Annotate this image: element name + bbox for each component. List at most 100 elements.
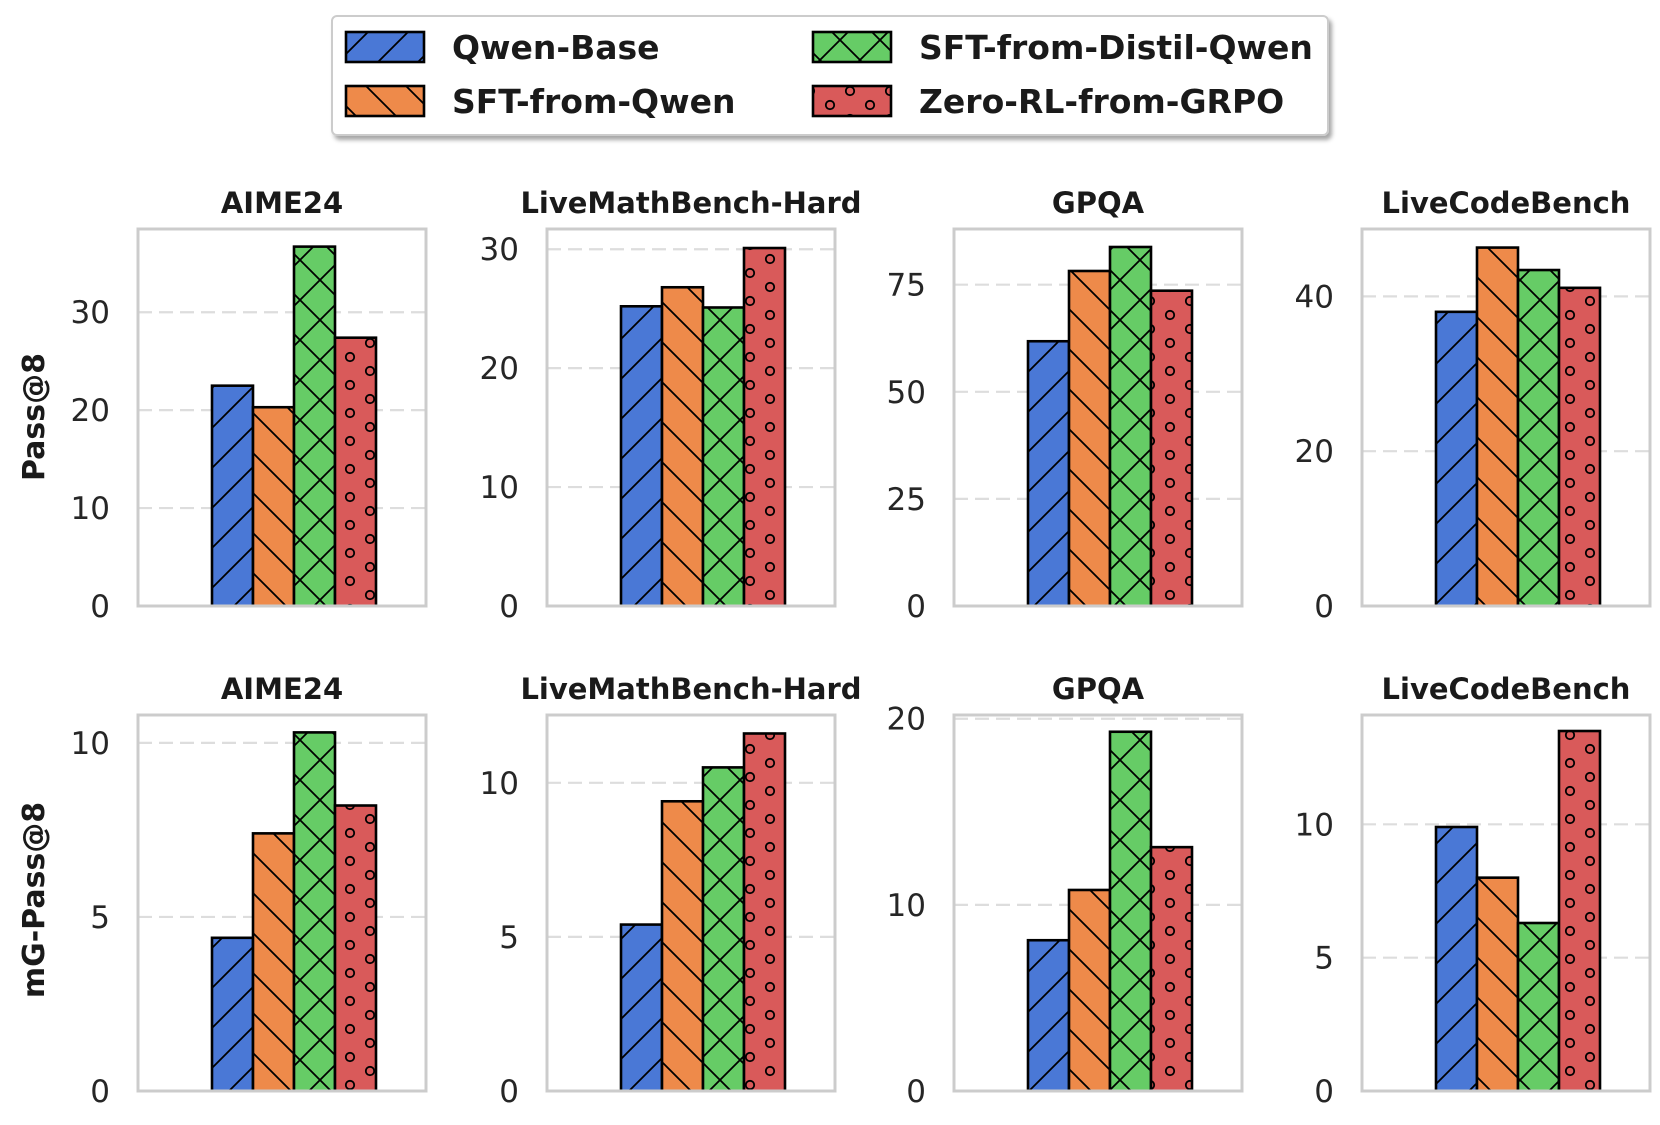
y-tick-label: 50 (887, 375, 926, 411)
bar-sft-from-qwen (251, 405, 296, 608)
bar-zero-rl-from-grpo (333, 336, 378, 608)
bar-sft-from-qwen (1067, 269, 1112, 608)
y-tick-label: 0 (906, 1074, 926, 1110)
legend: Qwen-Base SFT-from-Distil-Qwen SFT-from-… (331, 15, 1329, 136)
bar-sft-from-distil-qwen (701, 306, 746, 608)
y-tick-label: 5 (499, 920, 519, 956)
bar-sft-from-qwen (1475, 876, 1520, 1093)
bar-qwen-base (1434, 825, 1479, 1093)
y-tick-label: 10 (1295, 807, 1334, 843)
bar-zero-rl-from-grpo (1149, 845, 1194, 1093)
panel-title: LiveMathBench-Hard (520, 672, 861, 706)
legend-entry-sft-from-distil-qwen: SFT-from-Distil-Qwen (811, 28, 1313, 67)
y-tick-label: 30 (71, 295, 110, 331)
legend-swatch-zero-rl-from-grpo (811, 84, 893, 118)
panel-title: GPQA (1052, 672, 1145, 706)
panel-frame (545, 227, 837, 608)
y-tick-label: 20 (480, 351, 519, 387)
y-tick-label: 10 (887, 888, 926, 924)
y-tick-label: 0 (1314, 589, 1334, 625)
bar-zero-rl-from-grpo (742, 732, 787, 1093)
panel-frame (952, 227, 1244, 608)
panel-livecodebench-row2: 0 5 10 LiveCodeBench (1295, 672, 1652, 1110)
y-tick-label: 20 (1295, 434, 1334, 470)
bar-zero-rl-from-grpo (1149, 289, 1194, 608)
row-label-pass8: Pass@8 (17, 353, 52, 481)
panel-livemathbench-hard-row2: 0 5 10 LiveMathBench-Hard (480, 672, 862, 1110)
y-tick-label: 0 (90, 589, 110, 625)
bar-sft-from-distil-qwen (1108, 730, 1153, 1093)
legend-box (331, 15, 1329, 136)
panel-gpqa-row2: 0 10 20 GPQA (887, 672, 1244, 1110)
bar-zero-rl-from-grpo (333, 804, 378, 1093)
panel-title: GPQA (1052, 186, 1145, 220)
bar-qwen-base (210, 936, 255, 1093)
bar-sft-from-distil-qwen (1108, 245, 1153, 608)
panel-frame (1360, 713, 1652, 1093)
legend-label-qwen-base: Qwen-Base (452, 28, 660, 67)
legend-label-zero-rl-from-grpo: Zero-RL-from-GRPO (919, 82, 1284, 121)
y-tick-label: 0 (1314, 1074, 1334, 1110)
y-tick-label: 10 (480, 470, 519, 506)
y-tick-label: 0 (499, 589, 519, 625)
panel-title: AIME24 (221, 672, 343, 706)
legend-swatch-sft-from-distil-qwen (811, 30, 893, 64)
y-tick-label: 5 (90, 900, 110, 936)
legend-swatch-qwen-base (344, 30, 426, 64)
panels: 0102030AIME240102030LiveMathBench-Hard02… (71, 186, 1652, 1110)
y-tick-label: 30 (480, 232, 519, 268)
legend-entry-zero-rl-from-grpo: Zero-RL-from-GRPO (811, 82, 1284, 121)
y-tick-label: 25 (887, 482, 926, 518)
bar-qwen-base (619, 923, 664, 1093)
panel-gpqa-row1: 0 25 50 75 GPQA (887, 186, 1244, 625)
y-tick-label: 0 (906, 589, 926, 625)
panel-frame (952, 713, 1244, 1093)
bar-qwen-base (1434, 310, 1479, 608)
legend-label-sft-from-distil-qwen: SFT-from-Distil-Qwen (919, 28, 1313, 67)
legend-entry-qwen-base: Qwen-Base (344, 28, 660, 67)
bar-qwen-base (1026, 938, 1071, 1093)
y-tick-label: 5 (1314, 941, 1334, 977)
panel-frame (545, 713, 837, 1093)
bar-qwen-base (1026, 339, 1071, 608)
bar-sft-from-qwen (660, 799, 705, 1093)
panel-title: LiveMathBench-Hard (520, 186, 861, 220)
legend-entry-sft-from-qwen: SFT-from-Qwen (344, 82, 735, 121)
bar-sft-from-distil-qwen (1516, 268, 1561, 608)
bar-sft-from-distil-qwen (292, 245, 337, 608)
bar-zero-rl-from-grpo (742, 246, 787, 608)
bar-sft-from-qwen (660, 285, 705, 608)
bar-sft-from-qwen (1067, 888, 1112, 1093)
y-tick-label: 75 (887, 268, 926, 304)
y-tick-label: 0 (499, 1074, 519, 1110)
y-tick-label: 10 (71, 491, 110, 527)
panel-aime24-row2: 0 5 10 AIME24 (71, 672, 428, 1110)
y-tick-label: 40 (1295, 279, 1334, 315)
panel-livecodebench-row1: 0 20 40 LiveCodeBench (1295, 186, 1652, 625)
bar-qwen-base (619, 305, 664, 608)
y-tick-label: 20 (887, 702, 926, 738)
bar-sft-from-distil-qwen (1516, 921, 1561, 1093)
bar-qwen-base (210, 384, 255, 608)
legend-swatch-sft-from-qwen (344, 84, 426, 118)
panel-title: LiveCodeBench (1382, 186, 1631, 220)
panel-title: LiveCodeBench (1382, 672, 1631, 706)
y-tick-label: 0 (90, 1074, 110, 1110)
panel-aime24-row1: 0 10 20 30 AIME24 (71, 186, 428, 625)
y-tick-label: 10 (480, 766, 519, 802)
bar-sft-from-qwen (251, 832, 296, 1093)
y-tick-label: 10 (71, 726, 110, 762)
panel-frame (136, 713, 428, 1093)
row-label-mg-pass8: mG-Pass@8 (17, 802, 52, 998)
bar-zero-rl-from-grpo (1557, 729, 1602, 1093)
panel-frame (1360, 227, 1652, 608)
bar-sft-from-distil-qwen (292, 731, 337, 1093)
bar-sft-from-distil-qwen (701, 766, 746, 1093)
panel-title: AIME24 (221, 186, 343, 220)
y-tick-label: 20 (71, 393, 110, 429)
bar-sft-from-qwen (1475, 246, 1520, 608)
bar-zero-rl-from-grpo (1557, 286, 1602, 608)
legend-label-sft-from-qwen: SFT-from-Qwen (452, 82, 735, 121)
